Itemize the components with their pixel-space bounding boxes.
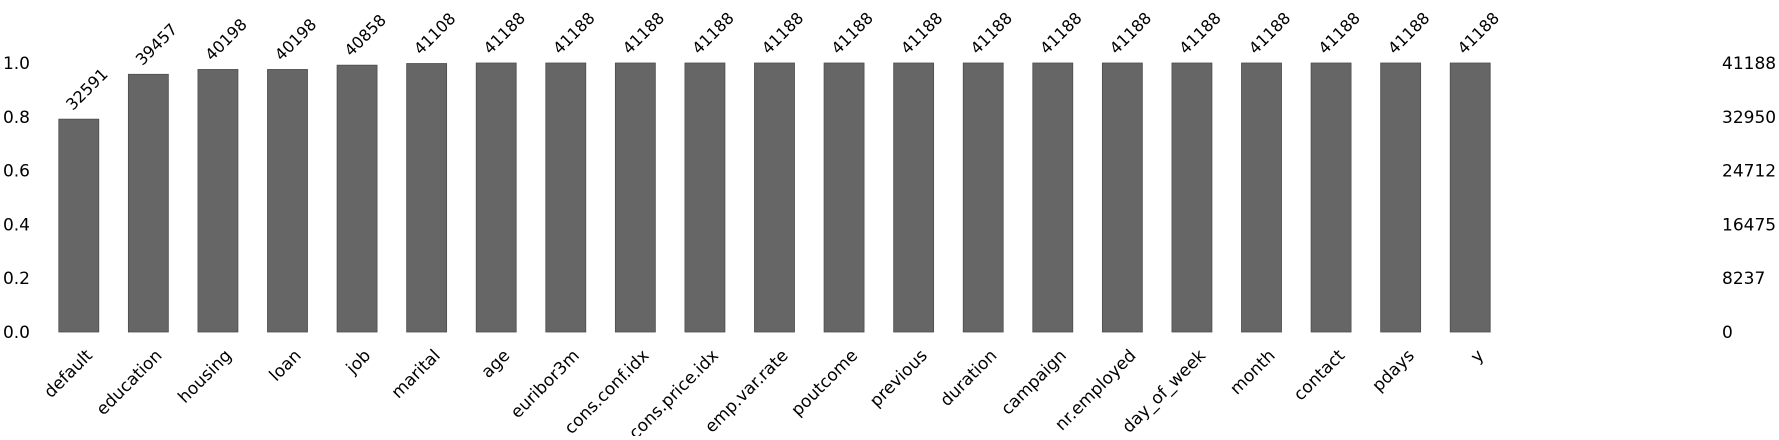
count-label: 41188: [619, 8, 668, 57]
bar-day_of_week: [1171, 62, 1213, 333]
left-tick-label: 0.8: [3, 108, 30, 128]
count-label: 41188: [967, 8, 1016, 57]
right-tick-label: 24712: [1722, 162, 1776, 182]
right-tick-label: 16475: [1722, 215, 1776, 235]
bar-pdays: [1380, 62, 1422, 333]
right-tick-label: 32950: [1722, 108, 1776, 128]
category-label: month: [1226, 346, 1279, 399]
right-tick-label: 8237: [1722, 269, 1765, 289]
right-tick-label: 0: [1722, 323, 1733, 343]
right-axis: 0 8237 16475 24712 32950 41188: [1722, 54, 1776, 343]
category-label: contact: [1290, 346, 1349, 405]
count-label: 41188: [1454, 8, 1503, 57]
count-label: 41188: [758, 8, 807, 57]
count-label: 41188: [1106, 8, 1155, 57]
bars-layer: [58, 62, 1491, 333]
category-label: y: [1467, 346, 1488, 367]
category-label: duration: [937, 346, 1002, 411]
count-label: 40198: [201, 15, 250, 64]
bar-job: [336, 64, 378, 333]
category-label: age: [478, 346, 515, 383]
category-label: poutcome: [788, 346, 863, 421]
count-label: 39457: [132, 20, 181, 69]
category-label: pdays: [1369, 346, 1419, 396]
bar-contact: [1310, 62, 1352, 333]
category-label: euribor3m: [507, 346, 584, 423]
category-label: default: [40, 346, 97, 403]
count-label: 41188: [1175, 8, 1224, 57]
category-label: previous: [866, 346, 932, 412]
count-label: 41188: [897, 8, 946, 57]
count-label: 41188: [1245, 8, 1294, 57]
left-tick-label: 0.2: [3, 269, 30, 289]
count-label: 40858: [340, 11, 389, 60]
bar-euribor3m: [545, 62, 587, 333]
count-label: 40198: [271, 15, 320, 64]
left-axis: 0.0 0.2 0.4 0.6 0.8 1.0: [3, 54, 30, 343]
bar-education: [127, 73, 169, 333]
bar-housing: [197, 69, 239, 333]
bar-y: [1449, 62, 1491, 333]
bar-campaign: [1032, 62, 1074, 333]
count-label: 41188: [1036, 8, 1085, 57]
bar-previous: [893, 62, 935, 333]
category-label: job: [342, 346, 375, 379]
count-label: 41108: [410, 9, 459, 58]
bar-emp.var.rate: [754, 62, 795, 333]
category-label: marital: [388, 346, 445, 403]
category-label: education: [93, 346, 167, 420]
count-label: 41188: [1314, 8, 1363, 57]
bar-duration: [962, 62, 1004, 333]
category-label: loan: [266, 346, 306, 386]
count-label: 41188: [480, 8, 529, 57]
count-label: 41188: [1384, 8, 1433, 57]
bar-month: [1241, 62, 1282, 333]
bar-cons.price.idx: [684, 62, 726, 333]
count-label: 41188: [688, 8, 737, 57]
bar-marital: [406, 63, 448, 333]
bar-poutcome: [823, 62, 865, 333]
category-label: campaign: [997, 346, 1070, 419]
bar-nr.employed: [1101, 62, 1143, 333]
left-tick-label: 0.0: [3, 323, 30, 343]
bar-cons.conf.idx: [614, 62, 656, 333]
left-tick-label: 0.6: [3, 162, 30, 182]
left-tick-label: 0.4: [3, 215, 30, 235]
category-label: housing: [174, 346, 236, 408]
bar-default: [58, 118, 100, 333]
count-label: 41188: [827, 8, 876, 57]
bar-loan: [267, 69, 308, 333]
right-tick-label: 41188: [1722, 54, 1776, 74]
bar-age: [475, 62, 517, 333]
count-label: 32591: [62, 65, 111, 114]
left-tick-label: 1.0: [3, 54, 30, 74]
count-label: 41188: [549, 8, 598, 57]
